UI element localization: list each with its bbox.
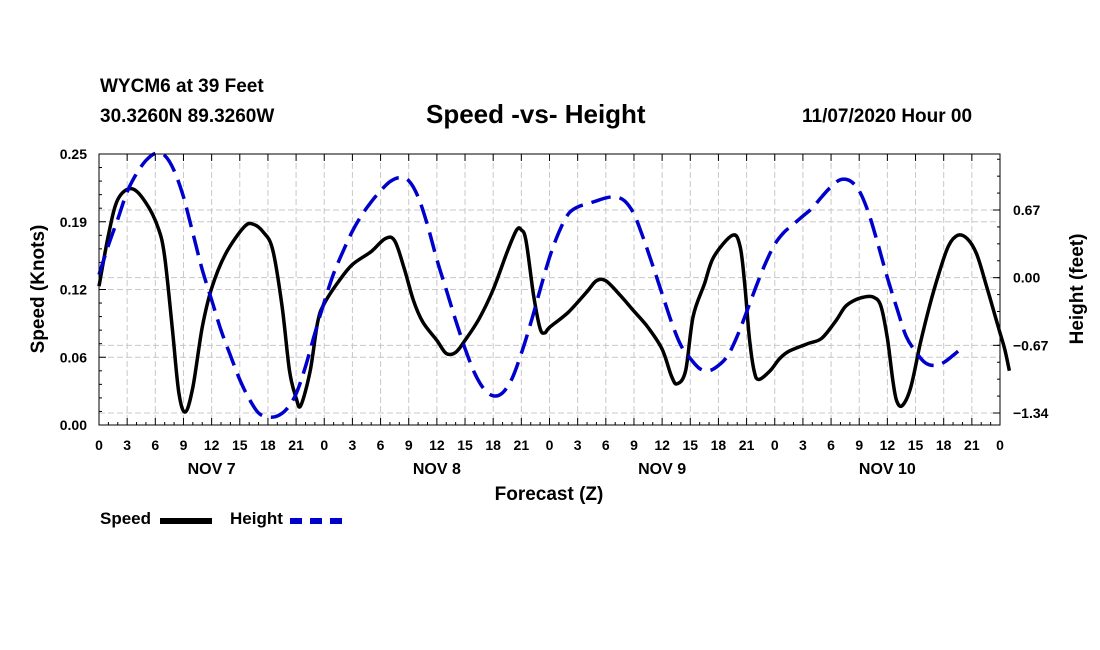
x-tick-label: 0	[771, 437, 779, 453]
day-label: NOV 9	[638, 461, 686, 478]
x-tick-label: 18	[260, 437, 276, 453]
y-tick-label: 0.00	[60, 417, 87, 433]
x-tick-label: 9	[855, 437, 863, 453]
x-axis-title: Forecast (Z)	[495, 484, 604, 505]
y2-tick-label: −1.34	[1013, 405, 1049, 421]
x-tick-label: 9	[405, 437, 413, 453]
x-tick-label: 3	[799, 437, 807, 453]
height-series-line	[97, 151, 964, 420]
y-tick-label: 0.12	[60, 282, 87, 298]
legend-height-swatch	[290, 518, 342, 524]
y2-tick-label: −0.67	[1013, 337, 1049, 353]
x-tick-label: 15	[682, 437, 698, 453]
legend-height-label: Height	[230, 509, 283, 528]
legend-speed-swatch	[160, 518, 212, 524]
chart-title: Speed -vs- Height	[426, 99, 646, 129]
x-tick-label: 6	[151, 437, 159, 453]
y-axis-title: Speed (Knots)	[28, 225, 49, 354]
x-tick-label: 21	[514, 437, 530, 453]
x-tick-label: 9	[630, 437, 638, 453]
y2-tick-label: 0.00	[1013, 270, 1040, 286]
day-label: NOV 8	[413, 461, 461, 478]
x-tick-label: 12	[654, 437, 670, 453]
axis-labels: 0 3 6 9 12 15 18 21 0 3 6 9 12 15 18 21 0 3 6 9 12 15 18 21 0 3 6 9…	[60, 146, 1049, 478]
x-tick-label: 6	[827, 437, 835, 453]
day-label: NOV 10	[859, 461, 916, 478]
x-tick-label: 9	[180, 437, 188, 453]
x-tick-label: 21	[739, 437, 755, 453]
x-tick-label: 3	[574, 437, 582, 453]
x-tick-label: 18	[936, 437, 952, 453]
y-tick-label: 0.25	[60, 146, 87, 162]
station-coordinates: 30.3260N 89.3260W	[100, 106, 275, 127]
plot-frame	[98, 153, 1001, 426]
x-tick-label: 12	[204, 437, 220, 453]
x-tick-label: 3	[123, 437, 131, 453]
x-tick-label: 21	[288, 437, 304, 453]
x-tick-label: 15	[908, 437, 924, 453]
x-tick-label: 3	[349, 437, 357, 453]
station-name: WYCM6 at 39 Feet	[100, 76, 264, 97]
x-tick-label: 12	[429, 437, 445, 453]
day-label: NOV 7	[188, 461, 236, 478]
x-tick-label: 18	[485, 437, 501, 453]
x-tick-label: 0	[996, 437, 1004, 453]
x-tick-label: 6	[377, 437, 385, 453]
forecast-date: 11/07/2020 Hour 00	[802, 106, 973, 127]
y2-axis-title: Height (feet)	[1067, 234, 1088, 345]
y2-tick-label: 0.67	[1013, 202, 1040, 218]
x-tick-label: 6	[602, 437, 610, 453]
x-tick-label: 0	[95, 437, 103, 453]
x-tick-label: 21	[964, 437, 980, 453]
legend-speed-label: Speed	[100, 509, 152, 528]
x-tick-label: 15	[457, 437, 473, 453]
x-tick-label: 15	[232, 437, 248, 453]
x-tick-label: 18	[711, 437, 727, 453]
series-lines	[97, 151, 1012, 420]
x-tick-label: 12	[880, 437, 896, 453]
grid-lines	[99, 154, 1000, 425]
x-tick-label: 0	[546, 437, 554, 453]
x-tick-label: 0	[320, 437, 328, 453]
y-tick-label: 0.19	[60, 214, 87, 230]
y-tick-label: 0.06	[60, 349, 87, 365]
speed-series-line	[97, 186, 1012, 414]
